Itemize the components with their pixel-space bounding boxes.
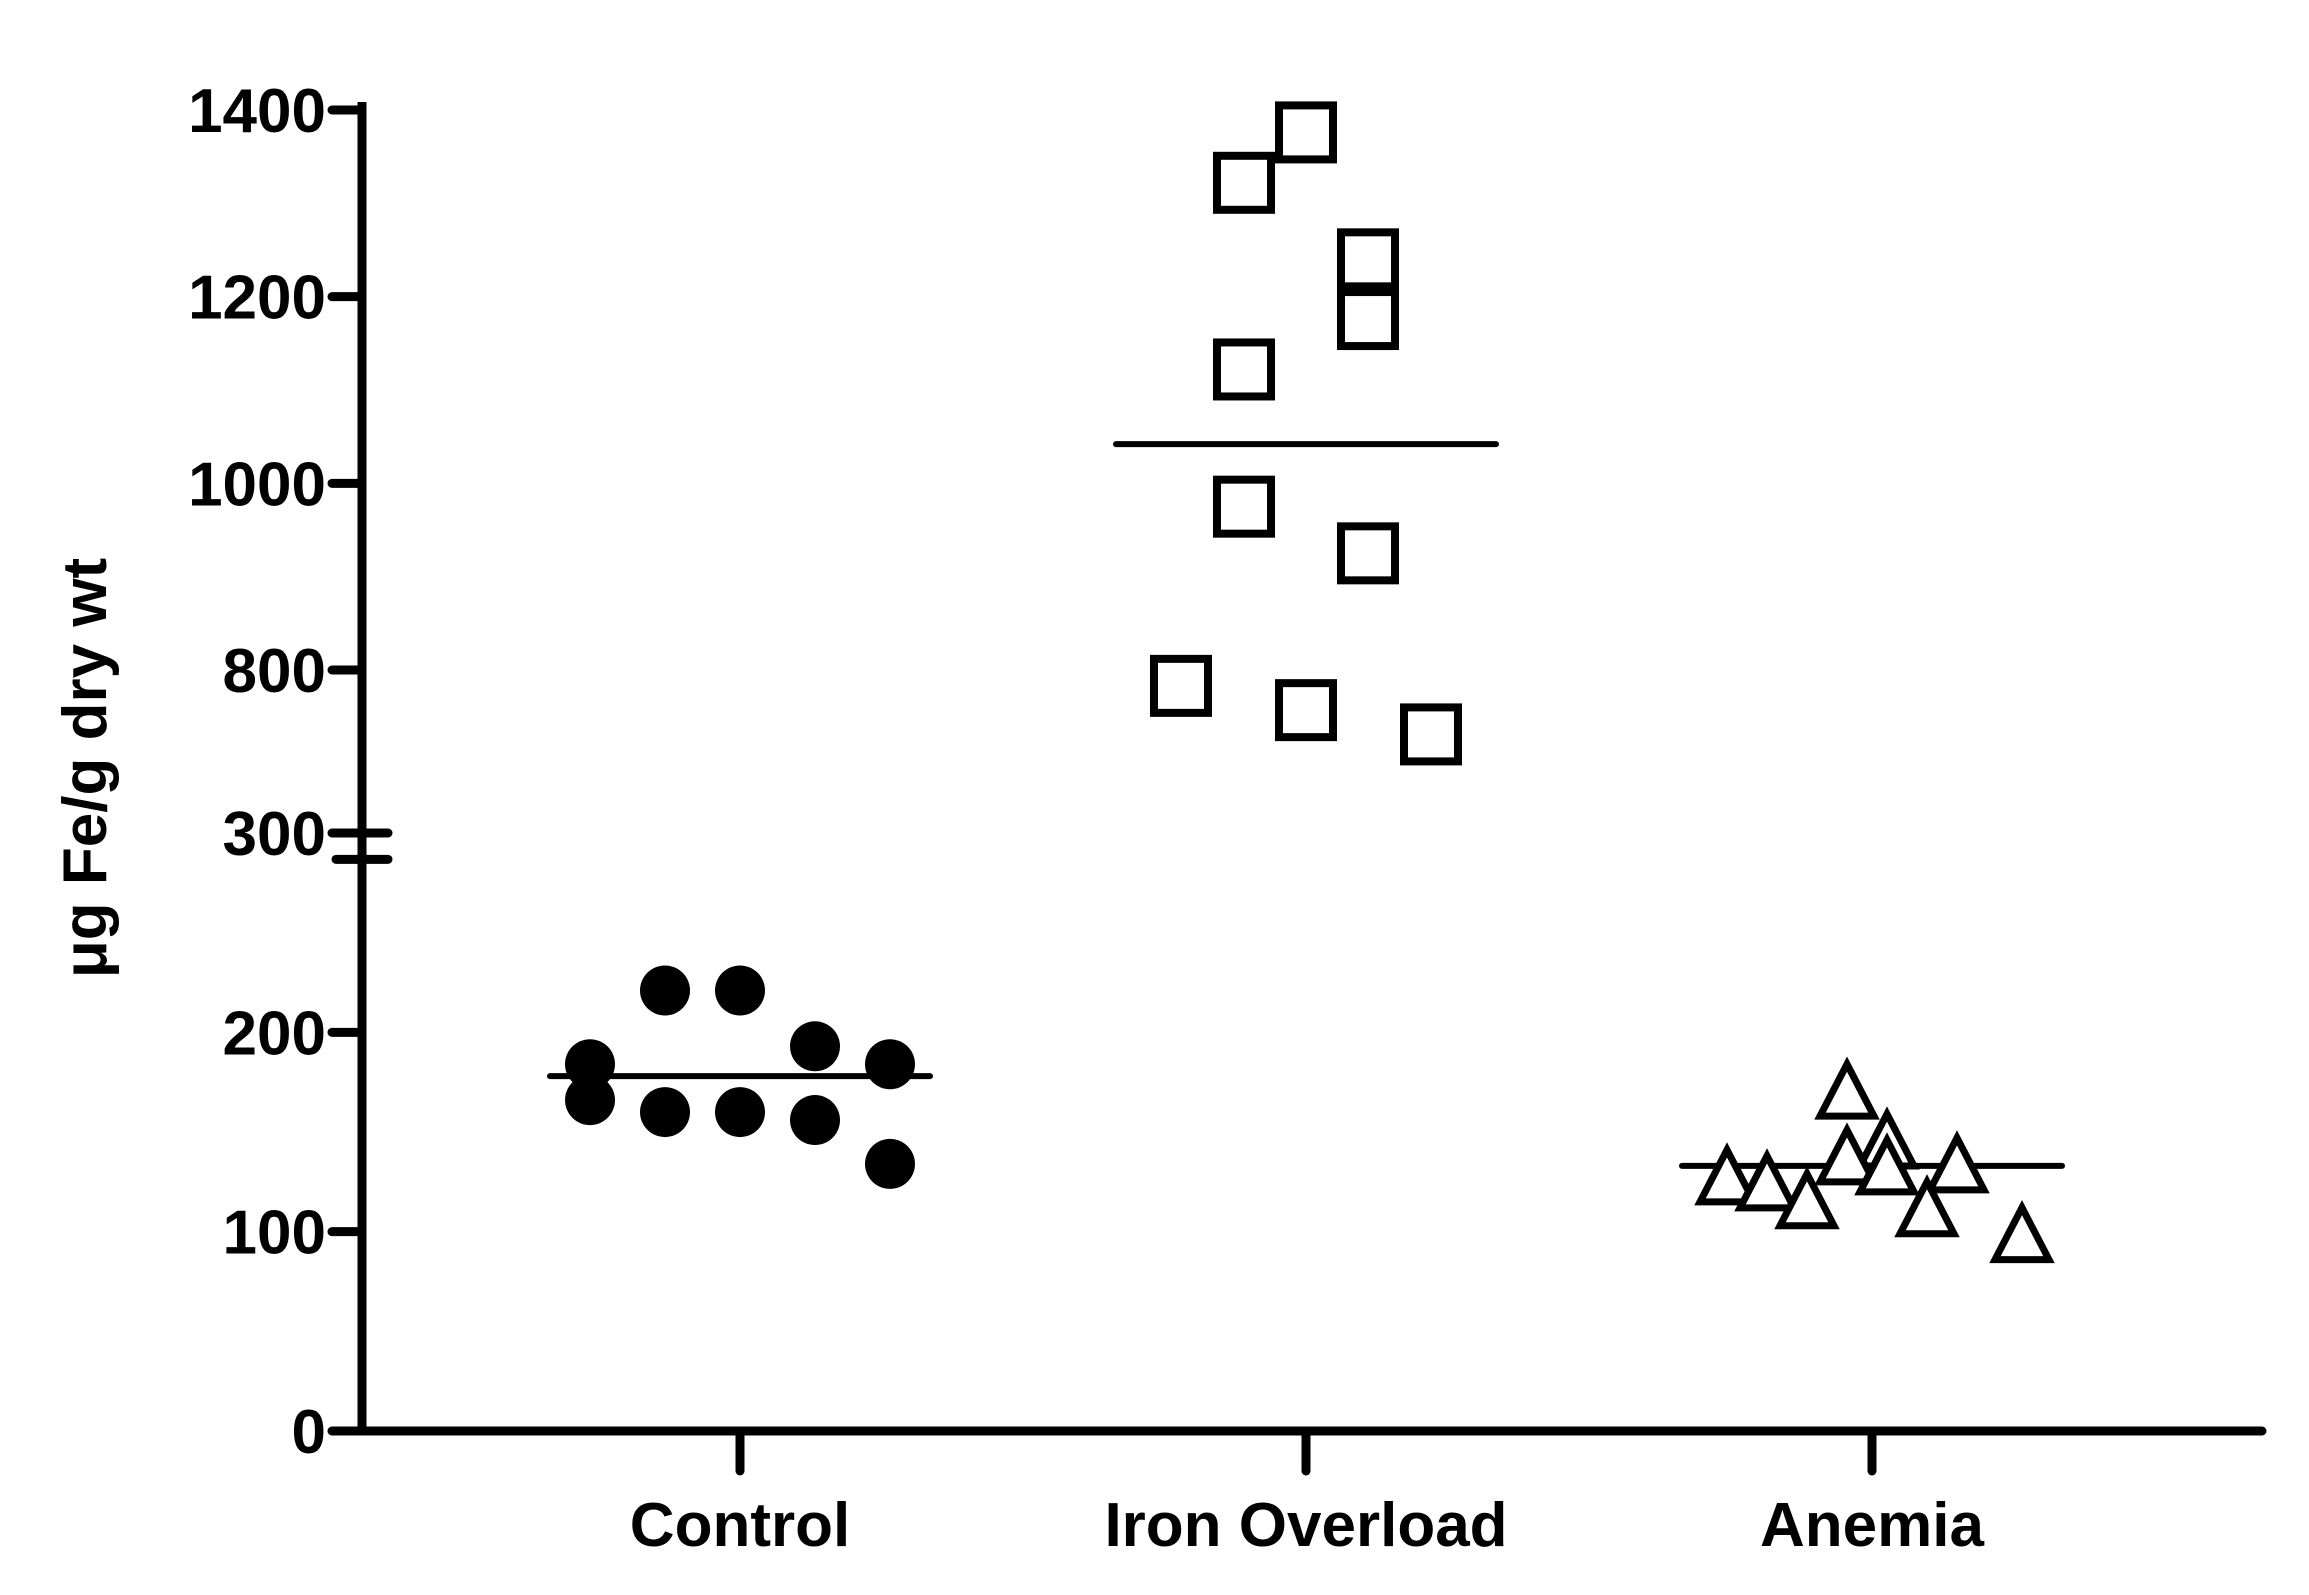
y-tick-label-1200: 1200 <box>188 264 326 333</box>
data-point-iron-overload-3 <box>1337 228 1399 291</box>
data-point-control-8 <box>715 1087 765 1138</box>
data-point-anemia-10 <box>1989 1200 2055 1264</box>
y-tick-label-100: 100 <box>223 1199 326 1268</box>
data-point-control-7 <box>640 1087 690 1138</box>
data-points-group <box>565 101 2055 1264</box>
y-tick-label-300: 300 <box>223 800 326 869</box>
data-point-iron-overload-6 <box>1213 475 1275 538</box>
data-point-control-2 <box>715 965 765 1016</box>
data-point-anemia-1 <box>1814 1056 1880 1120</box>
data-point-control-5 <box>865 1039 915 1090</box>
y-tick-label-200: 200 <box>223 999 326 1068</box>
x-category-label-anemia: Anemia <box>1760 1491 1984 1560</box>
y-tick-label-1400: 1400 <box>188 77 326 146</box>
data-point-anemia-4 <box>1924 1130 1990 1194</box>
data-point-anemia-9 <box>1894 1174 1960 1238</box>
data-point-control-4 <box>565 1039 615 1090</box>
data-point-iron-overload-4 <box>1337 288 1399 351</box>
y-axis-title: μg Fe/g dry wt <box>51 558 120 978</box>
data-point-iron-overload-8 <box>1150 654 1212 717</box>
data-point-control-1 <box>640 965 690 1016</box>
data-point-iron-overload-9 <box>1275 679 1337 742</box>
mean-lines-group <box>547 441 2065 1169</box>
data-point-anemia-7 <box>1734 1148 1800 1212</box>
data-point-iron-overload-7 <box>1337 522 1399 585</box>
x-category-label-iron-overload: Iron Overload <box>1104 1491 1507 1560</box>
y-tick-label-1000: 1000 <box>188 450 326 519</box>
y-tick-label-800: 800 <box>223 637 326 706</box>
data-point-iron-overload-5 <box>1213 338 1275 401</box>
axes-group <box>327 102 2267 1476</box>
data-point-iron-overload-2 <box>1213 151 1275 214</box>
data-point-iron-overload-10 <box>1400 703 1462 766</box>
data-point-anemia-3 <box>1814 1122 1880 1186</box>
data-point-control-3 <box>790 1021 840 1072</box>
data-point-anemia-8 <box>1774 1166 1840 1230</box>
data-point-anemia-5 <box>1854 1132 1920 1196</box>
x-category-label-control: Control <box>630 1491 850 1560</box>
data-point-control-9 <box>790 1095 840 1146</box>
category-labels-group: Control Iron Overload Anemia <box>630 1491 1985 1560</box>
tick-labels-group: 0 100 200 300 800 1000 1200 1400 <box>188 77 326 1467</box>
data-point-anemia-6 <box>1694 1142 1760 1206</box>
data-point-iron-overload-1 <box>1275 101 1337 164</box>
data-point-control-10 <box>865 1138 915 1189</box>
data-point-control-6 <box>565 1075 615 1126</box>
y-tick-label-0: 0 <box>292 1398 326 1467</box>
